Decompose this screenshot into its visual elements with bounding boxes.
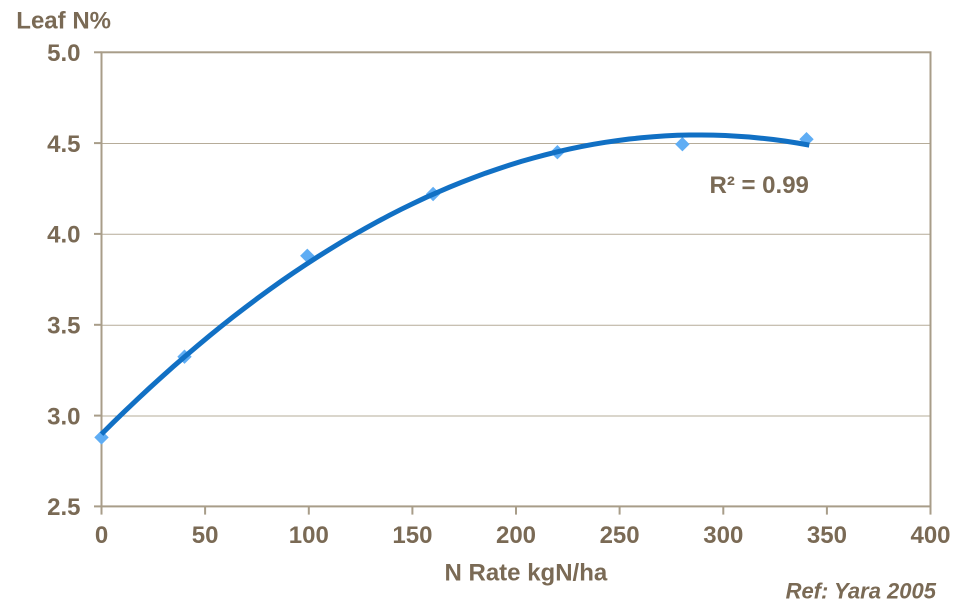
svg-text:300: 300 — [703, 522, 743, 549]
svg-text:200: 200 — [496, 522, 536, 549]
svg-text:100: 100 — [289, 522, 329, 549]
svg-text:400: 400 — [910, 522, 950, 549]
svg-text:4.0: 4.0 — [47, 222, 80, 249]
svg-text:50: 50 — [192, 522, 219, 549]
svg-text:N Rate kgN/ha: N Rate kgN/ha — [445, 560, 608, 587]
svg-text:3.0: 3.0 — [47, 403, 80, 430]
svg-text:150: 150 — [392, 522, 432, 549]
svg-text:Leaf N%: Leaf N% — [16, 8, 111, 35]
svg-text:Ref: Yara 2005: Ref: Yara 2005 — [786, 579, 937, 602]
svg-text:R² = 0.99: R² = 0.99 — [710, 172, 809, 199]
svg-text:4.5: 4.5 — [47, 131, 80, 158]
svg-text:5.0: 5.0 — [47, 40, 80, 67]
svg-text:3.5: 3.5 — [47, 313, 80, 340]
svg-text:350: 350 — [807, 522, 847, 549]
svg-text:250: 250 — [600, 522, 640, 549]
svg-text:2.5: 2.5 — [47, 494, 80, 521]
svg-text:0: 0 — [95, 522, 108, 549]
